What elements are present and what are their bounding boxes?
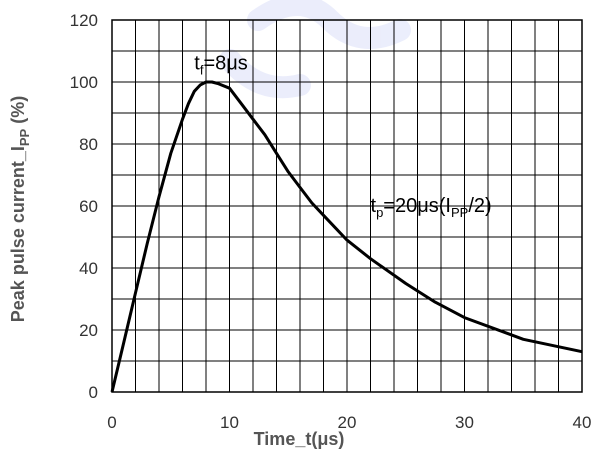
x-axis-title: Time_t(μs) [254, 429, 345, 449]
y-axis-title: Peak pulse current_IPP (%) [8, 96, 32, 322]
y-tick-label: 0 [89, 383, 98, 402]
y-axis-title-tail: (%) [8, 96, 28, 129]
x-tick-label: 20 [338, 413, 357, 432]
y-tick-label: 120 [70, 11, 98, 30]
y-tick-label: 100 [70, 73, 98, 92]
annotation-part: =20μs(I [383, 195, 451, 217]
watermark [219, 0, 411, 99]
y-tick-label: 80 [79, 135, 98, 154]
annotation-part: t [194, 53, 200, 75]
y-tick-label: 60 [79, 197, 98, 216]
annotation-label: tf=8μs [194, 53, 248, 78]
y-tick-label: 40 [79, 259, 98, 278]
annotation-part: f [200, 63, 204, 78]
x-axis-ticks: 0 10 20 30 40 [107, 413, 591, 432]
x-tick-label: 10 [220, 413, 239, 432]
series-line [110, 80, 583, 393]
y-axis-title-main: Peak pulse current_I [8, 146, 28, 322]
x-tick-label: 40 [573, 413, 592, 432]
y-tick-label: 20 [79, 321, 98, 340]
annotation-part: PP [451, 205, 468, 220]
annotation-part: =8μs [203, 53, 247, 75]
plot-frame [111, 19, 583, 393]
grid [112, 20, 582, 392]
x-tick-label: 30 [455, 413, 474, 432]
x-tick-label: 0 [107, 413, 116, 432]
annotation-part: t [371, 195, 377, 217]
annotation-label: tp=20μs(IPP/2) [371, 195, 492, 220]
y-axis-ticks: 0 20 40 60 80 100 120 [70, 11, 98, 402]
annotation-part: /2) [468, 195, 491, 217]
annotation-part: p [376, 205, 383, 220]
y-axis-title-sub: PP [17, 128, 32, 146]
